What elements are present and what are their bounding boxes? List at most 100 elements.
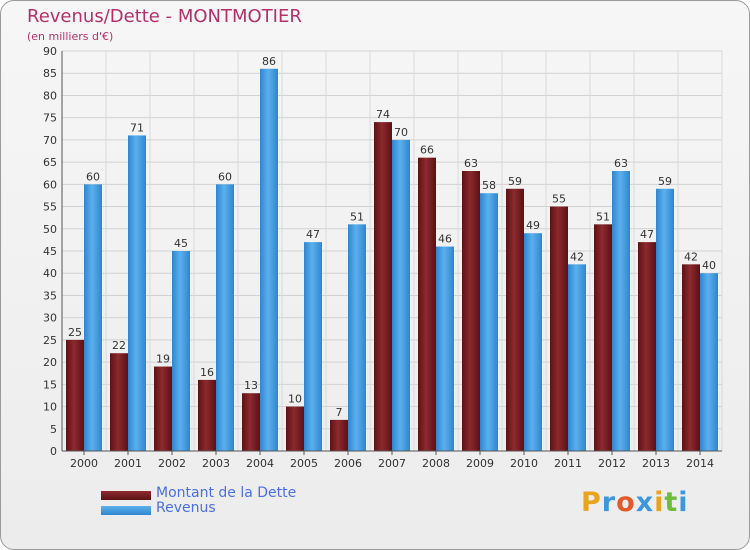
y-tick-label: 65 <box>43 156 57 169</box>
bar-dette <box>550 206 568 451</box>
data-label-dette: 59 <box>508 175 522 188</box>
bar-revenus <box>348 224 366 451</box>
bar-dette <box>462 171 480 451</box>
bar-dette <box>242 393 260 451</box>
x-tick-label: 2003 <box>202 457 230 470</box>
data-label-revenus: 60 <box>86 170 100 183</box>
bar-dette <box>418 157 436 451</box>
bar-revenus <box>568 264 586 451</box>
data-label-dette: 19 <box>156 353 170 366</box>
logo-letter: P <box>581 487 602 518</box>
bar-revenus <box>700 273 718 451</box>
legend-label-dette: Montant de la Dette <box>156 485 297 501</box>
y-tick-label: 80 <box>43 89 57 102</box>
logo-letter: i <box>654 487 665 518</box>
bar-revenus <box>480 193 498 451</box>
y-tick-label: 10 <box>43 401 57 414</box>
y-tick-label: 75 <box>43 112 57 125</box>
bar-dette <box>198 379 216 451</box>
bar-revenus <box>524 233 542 451</box>
logo-letter: x <box>635 487 655 518</box>
y-tick-label: 45 <box>43 245 57 258</box>
x-tick-label: 2008 <box>422 457 450 470</box>
x-tick-label: 2005 <box>290 457 318 470</box>
x-tick-label: 2014 <box>686 457 714 470</box>
legend-swatch-revenus <box>101 506 151 515</box>
data-label-revenus: 42 <box>570 250 584 263</box>
logo-letter: t <box>664 487 679 518</box>
x-tick-label: 2007 <box>378 457 406 470</box>
bar-revenus <box>84 184 102 452</box>
bar-revenus <box>436 246 454 451</box>
chart-title: Revenus/Dette - MONTMOTIER <box>27 6 302 27</box>
data-label-revenus: 60 <box>218 170 232 183</box>
data-label-dette: 55 <box>552 193 566 206</box>
data-label-revenus: 47 <box>306 228 320 241</box>
bar-dette <box>66 339 84 451</box>
bar-dette <box>682 264 700 451</box>
data-label-revenus: 45 <box>174 237 188 250</box>
x-tick-label: 2010 <box>510 457 538 470</box>
bar-dette <box>330 419 348 451</box>
y-tick-label: 90 <box>43 45 57 58</box>
bar-revenus <box>216 184 234 452</box>
y-tick-label: 35 <box>43 289 57 302</box>
data-label-revenus: 40 <box>702 259 716 272</box>
y-tick-label: 5 <box>50 423 57 436</box>
data-label-dette: 10 <box>288 393 302 406</box>
y-tick-label: 85 <box>43 67 57 80</box>
x-tick-label: 2011 <box>554 457 582 470</box>
x-tick-label: 2002 <box>158 457 186 470</box>
legend-swatch-dette <box>101 491 151 500</box>
logo-letter: o <box>616 487 636 518</box>
bar-revenus <box>656 188 674 451</box>
y-tick-label: 20 <box>43 356 57 369</box>
y-tick-label: 15 <box>43 378 57 391</box>
x-tick-label: 2013 <box>642 457 670 470</box>
bar-revenus <box>612 171 630 451</box>
bar-dette <box>594 224 612 451</box>
y-tick-label: 25 <box>43 334 57 347</box>
bar-dette <box>374 122 392 451</box>
y-tick-label: 50 <box>43 223 57 236</box>
data-label-dette: 25 <box>68 326 82 339</box>
proxiti-logo: Proxiti <box>581 487 689 518</box>
data-label-revenus: 86 <box>262 55 276 68</box>
data-label-revenus: 70 <box>394 126 408 139</box>
data-label-dette: 66 <box>420 144 434 157</box>
y-tick-label: 60 <box>43 178 57 191</box>
data-label-revenus: 46 <box>438 233 452 246</box>
x-tick-label: 2006 <box>334 457 362 470</box>
y-tick-label: 40 <box>43 267 57 280</box>
bar-revenus <box>392 139 410 451</box>
legend-label-revenus: Revenus <box>156 500 216 516</box>
data-label-revenus: 71 <box>130 121 144 134</box>
data-label-dette: 51 <box>596 210 610 223</box>
bar-revenus <box>304 242 322 451</box>
bar-revenus <box>260 68 278 452</box>
bar-dette <box>154 366 172 451</box>
data-label-dette: 74 <box>376 108 390 121</box>
data-label-revenus: 58 <box>482 179 496 192</box>
data-label-dette: 16 <box>200 366 214 379</box>
data-label-dette: 42 <box>684 250 698 263</box>
data-label-dette: 47 <box>640 228 654 241</box>
y-tick-label: 55 <box>43 201 57 214</box>
data-label-revenus: 51 <box>350 210 364 223</box>
bar-dette <box>110 353 128 451</box>
data-label-revenus: 63 <box>614 157 628 170</box>
y-tick-label: 70 <box>43 134 57 147</box>
data-label-dette: 7 <box>336 406 343 419</box>
logo-letter: r <box>601 487 617 518</box>
data-label-revenus: 59 <box>658 175 672 188</box>
y-tick-label: 0 <box>50 445 57 458</box>
x-tick-label: 2004 <box>246 457 274 470</box>
data-label-dette: 63 <box>464 157 478 170</box>
data-label-dette: 13 <box>244 379 258 392</box>
data-label-dette: 22 <box>112 339 126 352</box>
bar-revenus <box>128 135 146 451</box>
data-label-revenus: 49 <box>526 219 540 232</box>
logo-letter: i <box>678 487 689 518</box>
